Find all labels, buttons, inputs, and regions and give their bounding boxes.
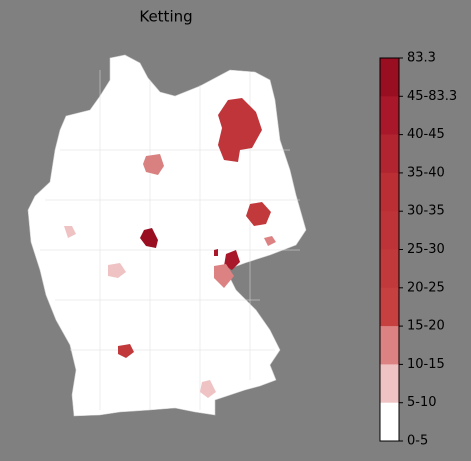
colorbar-label: 30-35: [407, 204, 445, 219]
region-top: [140, 228, 158, 248]
colorbar-band: [380, 326, 399, 365]
colorbar-band: [380, 96, 399, 135]
germany-map: [27, 54, 307, 417]
colorbar-label: 45-83.3: [407, 89, 457, 104]
colorbar-band: [380, 402, 399, 442]
colorbar-label: 5-10: [407, 395, 437, 410]
colorbar-label: 83.3: [407, 51, 436, 66]
region-medium: [143, 154, 164, 175]
region-top: [224, 250, 240, 270]
colorbar-band: [380, 134, 399, 174]
region-high: [246, 202, 271, 226]
colorbar-band: [380, 211, 399, 250]
colorbar-band: [380, 364, 399, 403]
region-high: [118, 344, 134, 358]
region-low: [200, 380, 216, 398]
colorbar: 83.3 45-83.3 40-45 35-40 30-35 25-30 20-25 15-2…: [379, 51, 457, 449]
region-low: [64, 226, 76, 238]
colorbar-label: 25-30: [407, 242, 445, 257]
region-medium: [214, 264, 234, 288]
colorbar-label: 40-45: [407, 127, 445, 142]
region-low: [108, 263, 126, 278]
colorbar-band: [380, 58, 399, 97]
colorbar-label: 0-5: [407, 434, 428, 449]
region-top: [214, 249, 218, 256]
colorbar-band: [380, 287, 399, 327]
colorbar-label: 15-20: [407, 319, 445, 334]
map-title: Ketting: [139, 8, 192, 26]
colorbar-label: 10-15: [407, 357, 445, 372]
region-high: [218, 98, 262, 162]
colorbar-label: 35-40: [407, 165, 445, 180]
colorbar-band: [380, 249, 399, 289]
colorbar-label: 20-25: [407, 280, 445, 295]
colorbar-band: [380, 172, 399, 212]
region-medium: [264, 236, 276, 246]
